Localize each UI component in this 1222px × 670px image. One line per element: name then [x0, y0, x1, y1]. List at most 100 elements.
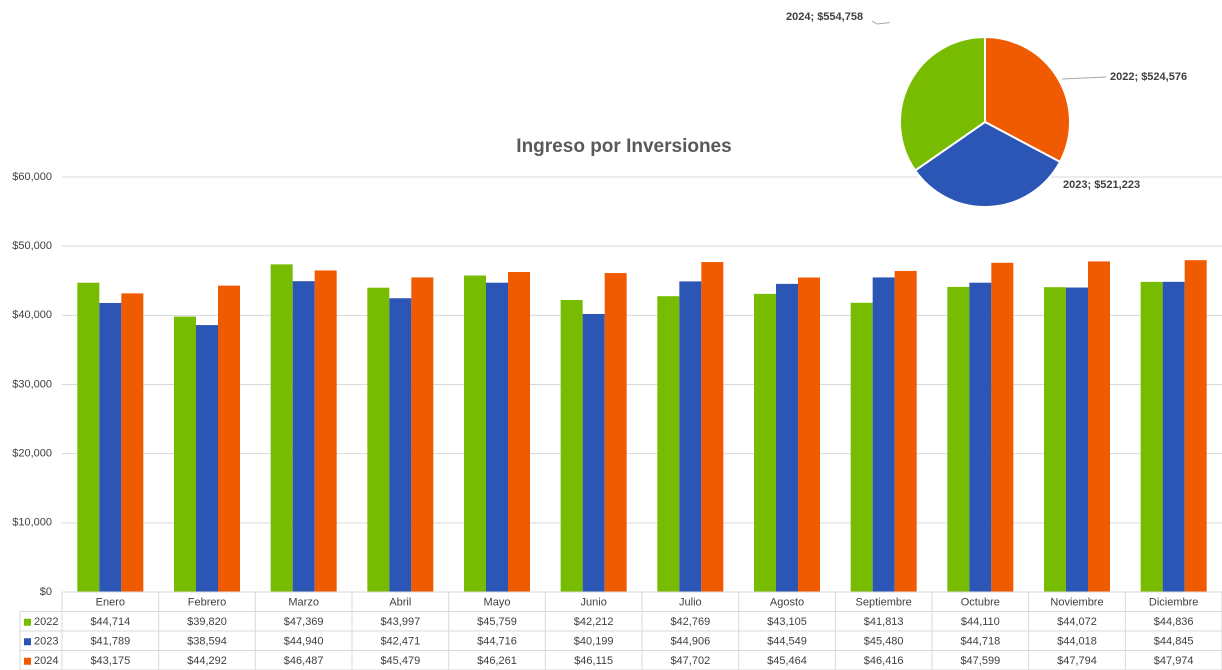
bar — [1184, 260, 1207, 592]
table-cell: $44,292 — [187, 655, 227, 667]
table-cell: $47,974 — [1154, 655, 1194, 667]
bar — [754, 293, 776, 592]
legend-label: 2023 — [34, 636, 58, 648]
table-cell: $42,471 — [380, 636, 420, 648]
bar — [604, 273, 627, 592]
table-cell: $46,416 — [864, 655, 904, 667]
bar — [1088, 261, 1110, 592]
bar — [218, 285, 240, 592]
bar — [701, 262, 724, 592]
bar — [367, 287, 390, 592]
table-cell: $44,018 — [1057, 636, 1097, 648]
bar — [582, 313, 605, 592]
x-tick-label: Diciembre — [1149, 597, 1199, 609]
pie-slice — [913, 120, 1062, 208]
table-cell: $44,072 — [1057, 616, 1097, 628]
bar — [679, 281, 702, 592]
pie-slice — [899, 35, 986, 172]
y-tick-label: $40,000 — [12, 309, 52, 321]
table-cell: $42,769 — [670, 616, 710, 628]
bar — [1140, 281, 1163, 592]
y-tick-label: $50,000 — [12, 240, 52, 252]
table-cell: $44,549 — [767, 636, 807, 648]
bar — [894, 270, 917, 592]
bar — [1044, 287, 1066, 592]
table-cell: $43,997 — [380, 616, 420, 628]
bar — [969, 282, 992, 592]
table-cell: $43,105 — [767, 616, 807, 628]
table-cell: $47,599 — [960, 655, 1000, 667]
table-cell: $38,594 — [187, 636, 227, 648]
bar — [1162, 281, 1185, 592]
y-tick-label: $60,000 — [12, 171, 52, 183]
leader-line — [1061, 76, 1107, 80]
table-cell: $44,906 — [670, 636, 710, 648]
bar — [947, 286, 970, 592]
bar — [776, 283, 798, 592]
table-cell: $45,479 — [380, 655, 420, 667]
table-cell: $44,845 — [1154, 636, 1194, 648]
pie-label: 2022; $524,576 — [1110, 71, 1187, 83]
pie-label: 2023; $521,223 — [1063, 179, 1140, 191]
x-tick-label: Abril — [389, 597, 411, 609]
x-tick-label: Octubre — [961, 597, 1000, 609]
legend-key — [24, 618, 31, 626]
x-tick-label: Marzo — [288, 597, 319, 609]
table-cell: $47,369 — [284, 616, 324, 628]
x-tick-label: Noviembre — [1050, 597, 1103, 609]
table-cell: $40,199 — [574, 636, 614, 648]
bar — [121, 293, 144, 592]
legend-key — [24, 657, 31, 665]
leader-line — [871, 20, 890, 25]
bar — [314, 270, 337, 592]
bar — [196, 325, 218, 592]
y-tick-label: $0 — [40, 586, 52, 598]
bar — [508, 272, 530, 592]
bar — [798, 277, 820, 592]
bar — [99, 302, 122, 592]
x-tick-label: Septiembre — [856, 597, 912, 609]
y-tick-label: $10,000 — [12, 517, 52, 529]
chart-title: Ingreso por Inversiones — [516, 136, 731, 157]
legend-label: 2022 — [34, 616, 58, 628]
table-cell: $44,716 — [477, 636, 517, 648]
table-cell: $45,759 — [477, 616, 517, 628]
bar — [174, 316, 196, 592]
x-tick-label: Agosto — [770, 597, 804, 609]
bar — [1066, 287, 1088, 592]
x-tick-label: Enero — [96, 597, 125, 609]
bar — [872, 277, 895, 592]
table-cell: $47,794 — [1057, 655, 1097, 667]
pie-label: 2024; $554,758 — [786, 11, 863, 23]
bar — [486, 282, 508, 592]
bar — [464, 275, 486, 592]
table-cell: $45,480 — [864, 636, 904, 648]
table-cell: $41,789 — [90, 636, 130, 648]
bar — [560, 300, 583, 592]
table-cell: $42,212 — [574, 616, 614, 628]
table-cell: $44,940 — [284, 636, 324, 648]
x-tick-label: Julio — [679, 597, 702, 609]
pie-slice — [984, 35, 1071, 164]
table-cell: $44,718 — [960, 636, 1000, 648]
table-cell: $41,813 — [864, 616, 904, 628]
table-cell: $44,714 — [90, 616, 130, 628]
legend-key — [24, 638, 31, 646]
table-cell: $44,836 — [1154, 616, 1194, 628]
bar — [657, 296, 680, 592]
x-tick-label: Mayo — [484, 597, 511, 609]
table-cell: $39,820 — [187, 616, 227, 628]
table-cell: $46,115 — [574, 655, 613, 667]
bar — [389, 298, 412, 592]
table-cell: $47,702 — [670, 655, 710, 667]
bar — [77, 282, 100, 592]
bar — [991, 262, 1014, 592]
bar — [292, 281, 315, 592]
table-cell: $45,464 — [767, 655, 807, 667]
table-cell: $46,261 — [477, 655, 517, 667]
table-cell: $43,175 — [90, 655, 130, 667]
bar — [850, 302, 873, 592]
legend-label: 2024 — [34, 655, 58, 667]
bar — [411, 277, 434, 592]
